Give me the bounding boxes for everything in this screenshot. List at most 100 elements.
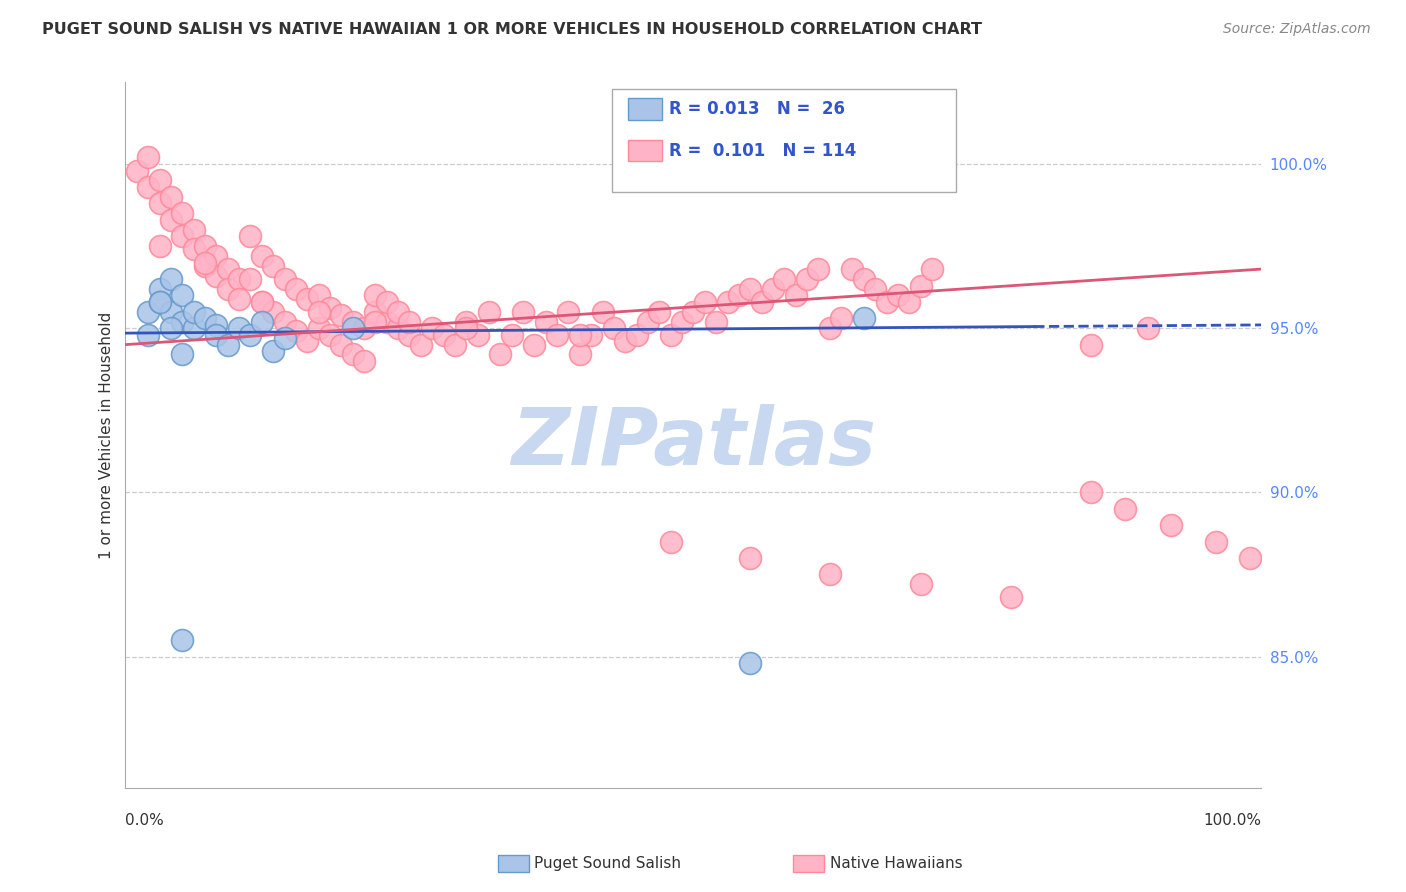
Point bbox=[250, 294, 273, 309]
Point bbox=[353, 321, 375, 335]
Point bbox=[160, 321, 183, 335]
Point bbox=[456, 321, 478, 335]
Point bbox=[751, 294, 773, 309]
Point bbox=[273, 272, 295, 286]
Point bbox=[863, 282, 886, 296]
Y-axis label: 1 or more Vehicles in Household: 1 or more Vehicles in Household bbox=[100, 311, 114, 558]
Point bbox=[467, 327, 489, 342]
Point bbox=[876, 294, 898, 309]
Point bbox=[762, 282, 785, 296]
Point bbox=[160, 272, 183, 286]
Point bbox=[910, 278, 932, 293]
Point bbox=[194, 311, 217, 326]
Point bbox=[807, 262, 830, 277]
Point bbox=[432, 327, 454, 342]
Point bbox=[785, 288, 807, 302]
Point bbox=[568, 327, 591, 342]
Point bbox=[297, 292, 319, 306]
Point bbox=[148, 294, 170, 309]
Point bbox=[172, 347, 194, 361]
Point bbox=[375, 294, 398, 309]
Point bbox=[1239, 551, 1261, 566]
Point bbox=[852, 311, 875, 326]
Text: PUGET SOUND SALISH VS NATIVE HAWAIIAN 1 OR MORE VEHICLES IN HOUSEHOLD CORRELATIO: PUGET SOUND SALISH VS NATIVE HAWAIIAN 1 … bbox=[42, 22, 983, 37]
Point bbox=[910, 577, 932, 591]
Text: R = 0.013   N =  26: R = 0.013 N = 26 bbox=[669, 100, 845, 118]
Point bbox=[603, 321, 626, 335]
Point bbox=[1114, 501, 1136, 516]
Point bbox=[898, 294, 921, 309]
Point bbox=[148, 282, 170, 296]
Point bbox=[830, 311, 852, 326]
Point bbox=[682, 305, 704, 319]
Point bbox=[671, 315, 693, 329]
Point bbox=[319, 301, 342, 316]
Point bbox=[183, 222, 205, 236]
Point bbox=[353, 354, 375, 368]
Point bbox=[626, 327, 648, 342]
Point bbox=[194, 239, 217, 253]
Point bbox=[239, 229, 262, 244]
Point bbox=[501, 327, 523, 342]
Point bbox=[841, 262, 863, 277]
Point bbox=[478, 305, 501, 319]
Text: Source: ZipAtlas.com: Source: ZipAtlas.com bbox=[1223, 22, 1371, 37]
Point bbox=[704, 315, 727, 329]
Point bbox=[648, 305, 671, 319]
Point bbox=[308, 321, 330, 335]
Point bbox=[1160, 518, 1182, 533]
Point bbox=[136, 327, 159, 342]
Point bbox=[387, 321, 409, 335]
Point bbox=[693, 294, 716, 309]
Point bbox=[228, 272, 250, 286]
Point bbox=[592, 305, 614, 319]
Point bbox=[217, 337, 239, 351]
Point bbox=[523, 337, 546, 351]
Point bbox=[489, 347, 512, 361]
Point bbox=[172, 206, 194, 220]
Point bbox=[1205, 534, 1227, 549]
Point bbox=[228, 321, 250, 335]
Point bbox=[319, 327, 342, 342]
Point bbox=[308, 305, 330, 319]
Point bbox=[330, 308, 353, 322]
Point bbox=[740, 656, 762, 670]
Point bbox=[740, 551, 762, 566]
Point bbox=[250, 315, 273, 329]
Point bbox=[250, 249, 273, 263]
Point bbox=[375, 315, 398, 329]
Point bbox=[239, 272, 262, 286]
Point bbox=[205, 268, 228, 283]
Point bbox=[205, 249, 228, 263]
Point bbox=[194, 259, 217, 273]
Point bbox=[342, 347, 364, 361]
Text: ZIPatlas: ZIPatlas bbox=[510, 404, 876, 483]
Point bbox=[557, 305, 579, 319]
Point bbox=[1080, 337, 1102, 351]
Point bbox=[659, 534, 682, 549]
Point bbox=[659, 327, 682, 342]
Text: Puget Sound Salish: Puget Sound Salish bbox=[534, 856, 682, 871]
Point bbox=[637, 315, 659, 329]
Text: 100.0%: 100.0% bbox=[1204, 813, 1261, 828]
Point bbox=[297, 334, 319, 349]
Point bbox=[512, 305, 534, 319]
Point bbox=[194, 255, 217, 269]
Point bbox=[364, 315, 387, 329]
Point bbox=[183, 243, 205, 257]
Point bbox=[148, 239, 170, 253]
Point bbox=[728, 288, 751, 302]
Point bbox=[796, 272, 818, 286]
Point bbox=[364, 305, 387, 319]
Point bbox=[398, 327, 420, 342]
Point bbox=[160, 190, 183, 204]
Point bbox=[716, 294, 738, 309]
Point bbox=[456, 315, 478, 329]
Point bbox=[205, 327, 228, 342]
Point bbox=[217, 282, 239, 296]
Point bbox=[420, 321, 443, 335]
Text: R =  0.101   N = 114: R = 0.101 N = 114 bbox=[669, 142, 856, 160]
Point bbox=[172, 288, 194, 302]
Point bbox=[568, 347, 591, 361]
Point bbox=[740, 282, 762, 296]
